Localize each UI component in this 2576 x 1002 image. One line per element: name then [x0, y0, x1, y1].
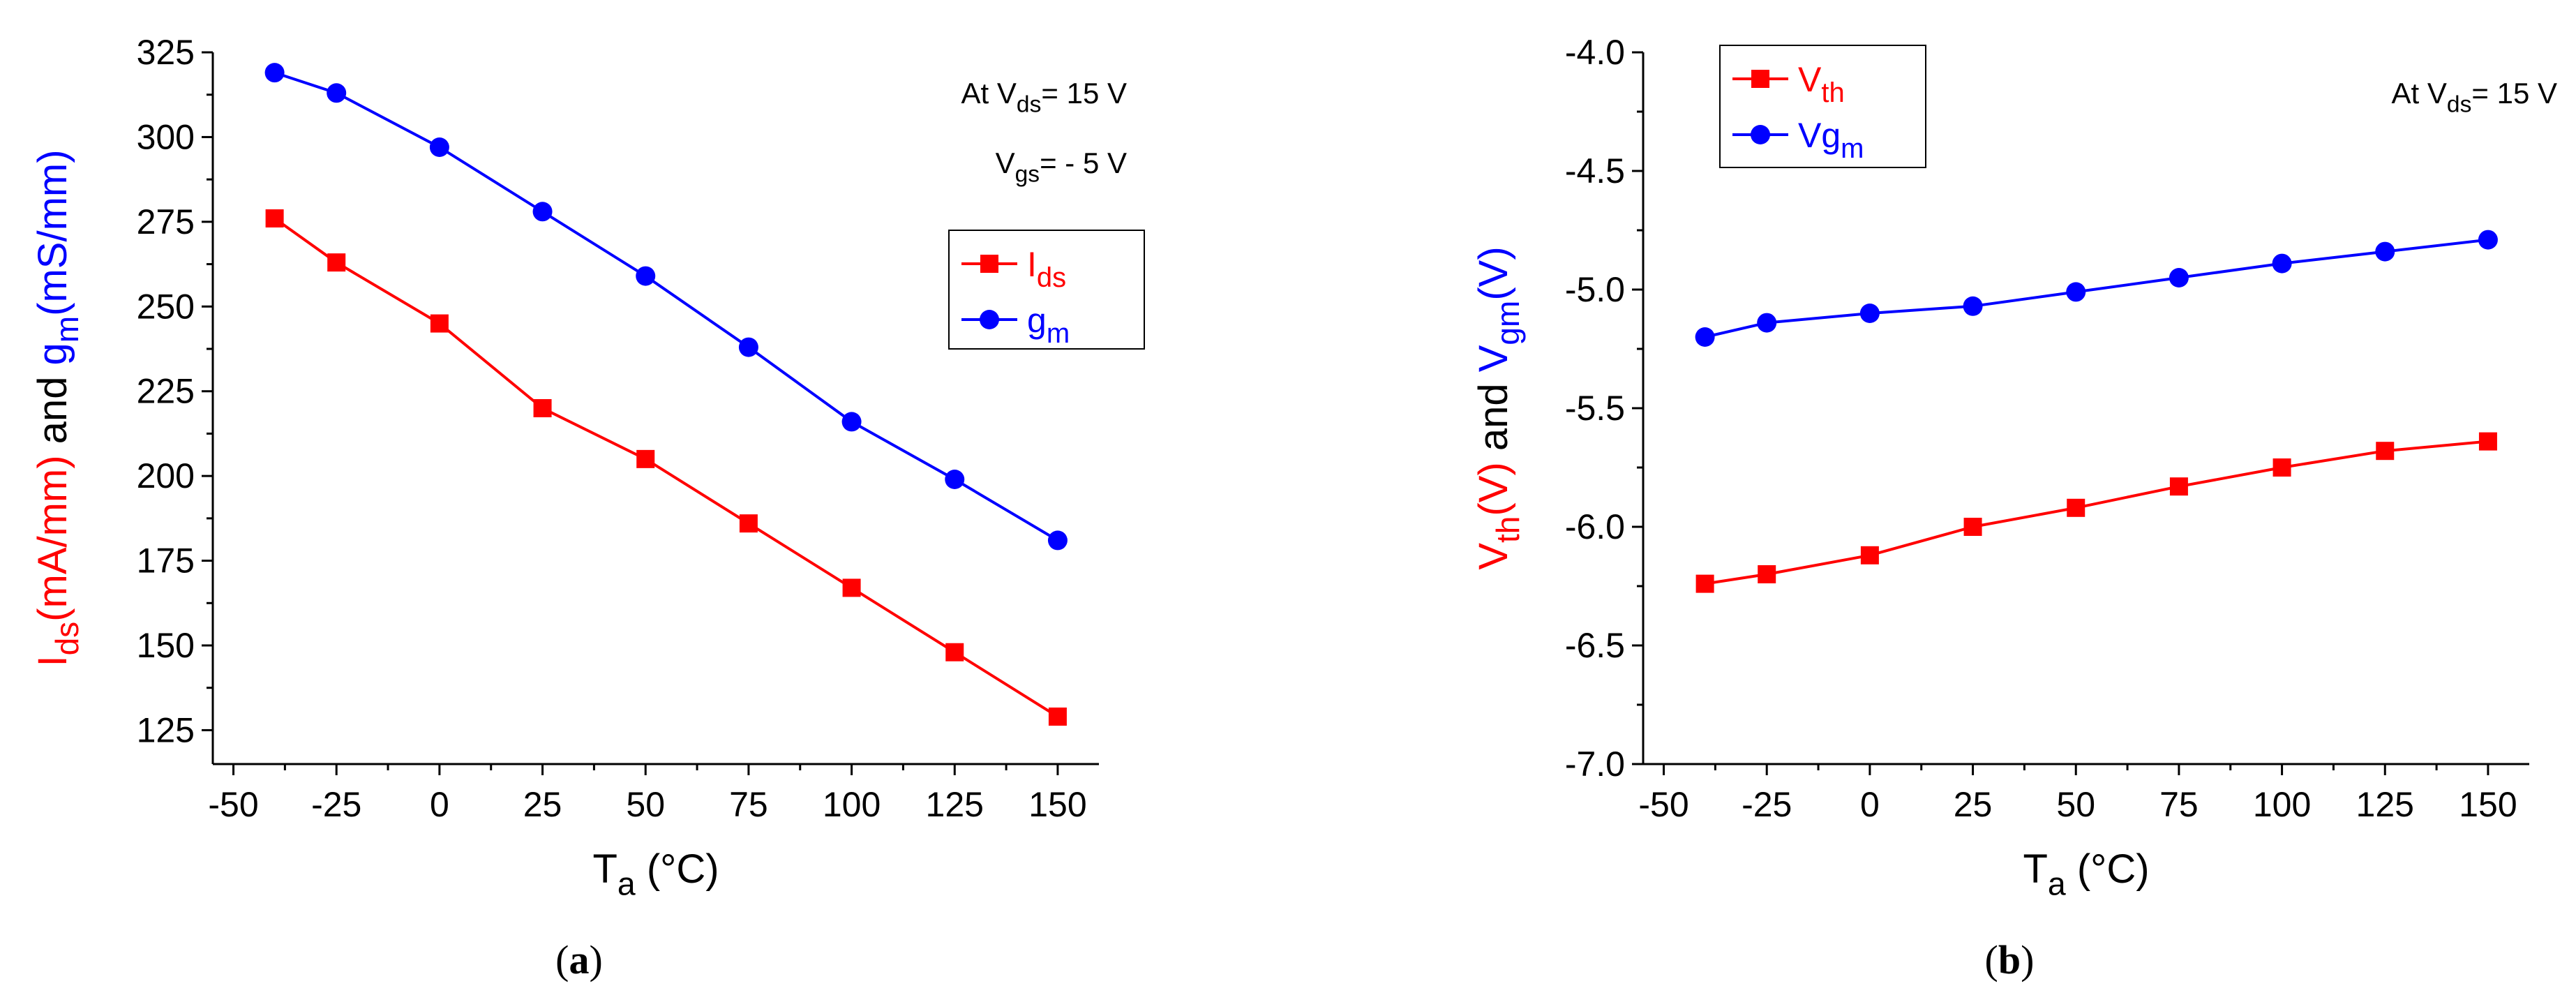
- x-tick-label: 25: [523, 785, 562, 824]
- data-point-circle: [1757, 313, 1777, 333]
- data-point-circle: [2169, 268, 2189, 287]
- data-point-circle: [1963, 296, 1983, 316]
- x-tick-label: 125: [2356, 785, 2414, 824]
- y-tick-label: -4.5: [1565, 151, 1625, 190]
- data-point-square: [842, 578, 861, 597]
- data-point-circle: [2272, 253, 2292, 274]
- x-tick-label: 100: [823, 785, 881, 824]
- data-point-square: [739, 514, 758, 533]
- data-point-circle: [841, 412, 862, 432]
- legend-marker-square: [980, 255, 998, 273]
- data-point-circle: [327, 83, 347, 103]
- x-tick-label: 50: [2056, 785, 2095, 824]
- y-tick-label: -5.0: [1565, 270, 1625, 309]
- y-tick-label: 250: [137, 287, 195, 326]
- x-axis-title: Ta (°C): [2023, 846, 2149, 902]
- x-tick-label: 0: [1860, 785, 1880, 824]
- panel-caption: (a): [555, 937, 603, 982]
- data-point-square: [2272, 458, 2291, 477]
- y-tick-label: 150: [137, 626, 195, 665]
- x-tick-label: 125: [926, 785, 984, 824]
- x-tick-label: -25: [311, 785, 361, 824]
- annotation: At Vds= 15 V: [2392, 77, 2557, 118]
- data-point-square: [2376, 442, 2395, 461]
- data-point-square: [2478, 432, 2497, 451]
- y-axis-title: Vth(V) and Vgm(V): [1471, 246, 1526, 569]
- data-point-circle: [945, 470, 965, 489]
- data-point-circle: [636, 266, 656, 286]
- chart-panel-b: -50 -25 0 25 50 75 100 125 150 -7.0 -6.5 -6.0 -5.5 -5…: [1471, 33, 2557, 982]
- chart-panel-a: -50 -25 0 25 50 75 100 125 150 125 150 175 200 225 250…: [30, 33, 1145, 982]
- data-point-square: [1963, 518, 1982, 536]
- data-point-circle: [264, 63, 285, 83]
- x-tick-label: -50: [1638, 785, 1688, 824]
- y-tick-label: 125: [137, 710, 195, 749]
- data-point-square: [327, 253, 346, 272]
- x-tick-label: 75: [729, 785, 768, 824]
- data-point-square: [636, 449, 655, 468]
- data-point-square: [430, 314, 449, 333]
- y-tick-label: 200: [137, 456, 195, 495]
- data-point-square: [945, 643, 964, 661]
- data-point-square: [1048, 708, 1067, 726]
- data-point-circle: [2375, 241, 2395, 262]
- x-axis-title: Ta (°C): [592, 846, 719, 902]
- data-point-square: [533, 399, 552, 417]
- x-tick-label: 100: [2253, 785, 2311, 824]
- data-point-circle: [1047, 530, 1068, 551]
- y-tick-label: 325: [137, 33, 195, 72]
- annotation: Vgs= - 5 V: [996, 147, 1127, 188]
- legend-label: Vgm: [1798, 116, 1864, 164]
- x-tick-label: 150: [2459, 785, 2517, 824]
- x-tick-label: 0: [430, 785, 449, 824]
- y-tick-label: -4.0: [1565, 33, 1625, 72]
- data-point-square: [265, 209, 284, 227]
- data-point-circle: [2478, 230, 2498, 250]
- data-point-square: [2067, 498, 2085, 517]
- y-tick-label: 300: [137, 117, 195, 156]
- data-point-square: [1695, 574, 1714, 593]
- legend-label: gm: [1027, 301, 1070, 349]
- legend-box: [948, 230, 1145, 350]
- legend-marker-circle: [980, 310, 999, 329]
- y-tick-label: -7.0: [1565, 745, 1625, 784]
- y-tick-label: -6.0: [1565, 507, 1625, 546]
- data-point-circle: [1695, 327, 1715, 347]
- data-point-circle: [1859, 304, 1880, 323]
- y-tick-label: 225: [137, 372, 195, 411]
- x-tick-label: 150: [1028, 785, 1086, 824]
- legend-box: [1719, 45, 1926, 168]
- legend-label: Vth: [1798, 60, 1845, 108]
- data-point-square: [1860, 546, 1879, 564]
- data-point-square: [2169, 477, 2188, 496]
- y-tick-label: 275: [137, 202, 195, 241]
- series-line: [274, 71, 1058, 542]
- legend-label: Ids: [1027, 245, 1066, 293]
- data-point-circle: [2066, 282, 2086, 302]
- legend-marker-circle: [1751, 125, 1770, 144]
- data-point-circle: [429, 137, 449, 157]
- x-tick-label: 75: [2159, 785, 2199, 824]
- series-line: [1705, 238, 2489, 338]
- x-tick-label: 25: [1954, 785, 1993, 824]
- y-tick-label: -5.5: [1565, 389, 1625, 428]
- x-tick-label: -25: [1742, 785, 1792, 824]
- x-tick-label: 50: [626, 785, 665, 824]
- panel-caption: (b): [1985, 937, 2035, 982]
- x-tick-label: -50: [208, 785, 258, 824]
- series-line: [274, 217, 1058, 718]
- data-point-circle: [532, 202, 553, 222]
- annotation: At Vds= 15 V: [961, 77, 1127, 118]
- data-point-circle: [738, 337, 758, 357]
- y-tick-label: 175: [137, 541, 195, 581]
- legend-marker-square: [1751, 70, 1769, 88]
- data-point-square: [1758, 565, 1776, 583]
- y-axis-title: Ids(mA/mm) and gm(mS/mm): [30, 149, 85, 666]
- series-line: [1705, 440, 2489, 585]
- y-tick-label: -6.5: [1565, 626, 1625, 665]
